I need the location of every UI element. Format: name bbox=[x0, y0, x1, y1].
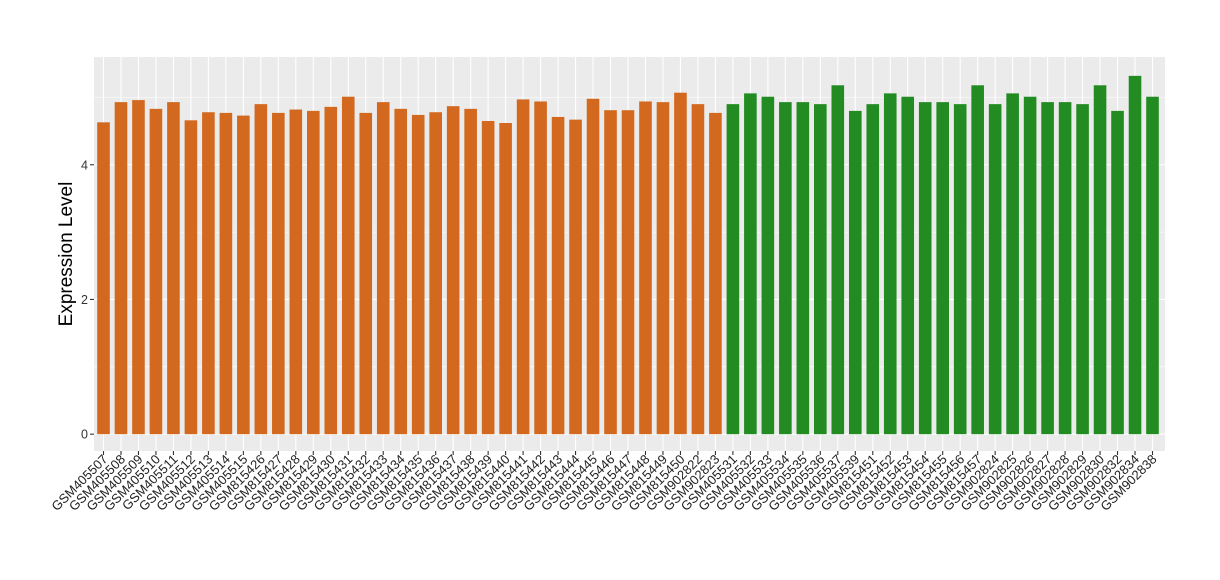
bar-GSM815448 bbox=[639, 101, 652, 435]
bar-GSM902827 bbox=[1041, 102, 1054, 435]
bar-GSM815428 bbox=[289, 109, 303, 435]
bar-GSM405510 bbox=[149, 108, 163, 435]
bar-GSM405507 bbox=[97, 122, 110, 435]
bar-GSM405511 bbox=[167, 102, 180, 435]
bar-GSM405515 bbox=[237, 115, 250, 435]
bar-GSM902828 bbox=[1058, 102, 1072, 435]
bar-GSM815444 bbox=[569, 119, 582, 435]
bar-GSM815449 bbox=[656, 102, 670, 435]
bar-GSM815439 bbox=[481, 120, 495, 435]
bar-GSM815445 bbox=[586, 98, 600, 435]
bar-GSM815453 bbox=[901, 96, 915, 435]
y-axis-title: Expression Level bbox=[56, 182, 77, 327]
bar-GSM902834 bbox=[1128, 75, 1142, 435]
bar-GSM902832 bbox=[1111, 110, 1124, 435]
bar-GSM815427 bbox=[272, 112, 285, 435]
bar-GSM902824 bbox=[988, 104, 1002, 435]
bar-GSM815435 bbox=[411, 114, 425, 435]
bar-GSM815447 bbox=[621, 110, 635, 435]
bar-GSM815456 bbox=[953, 104, 967, 435]
bar-GSM902838 bbox=[1146, 96, 1159, 435]
bar-GSM815455 bbox=[936, 102, 949, 435]
bar-GSM405534 bbox=[779, 102, 792, 435]
bar-GSM405532 bbox=[744, 93, 757, 435]
bar-GSM902825 bbox=[1006, 93, 1019, 435]
bar-GSM815433 bbox=[376, 102, 390, 435]
bar-GSM405536 bbox=[814, 104, 827, 435]
x-axis: GSM405507GSM405508GSM405509GSM405510GSM4… bbox=[48, 451, 1160, 514]
bar-GSM902822 bbox=[691, 104, 705, 435]
bar-GSM815441 bbox=[516, 99, 530, 435]
bar-GSM405531 bbox=[726, 104, 740, 435]
bar-GSM405537 bbox=[831, 85, 845, 435]
bar-GSM815434 bbox=[394, 108, 408, 435]
bar-GSM405539 bbox=[848, 110, 862, 435]
bar-GSM405533 bbox=[761, 96, 775, 435]
bar-GSM815452 bbox=[883, 93, 897, 435]
bar-GSM405508 bbox=[114, 102, 128, 435]
bar-GSM815430 bbox=[324, 106, 338, 435]
bar-GSM815436 bbox=[429, 112, 442, 435]
bar-GSM902826 bbox=[1023, 96, 1037, 435]
bar-GSM902830 bbox=[1093, 85, 1107, 435]
bar-GSM405513 bbox=[202, 112, 215, 435]
bar-GSM815443 bbox=[551, 116, 565, 435]
bar-GSM815431 bbox=[341, 96, 355, 435]
bar-GSM815440 bbox=[499, 123, 512, 435]
bar-GSM902829 bbox=[1076, 104, 1089, 435]
bar-GSM815429 bbox=[307, 110, 320, 435]
bar-GSM815446 bbox=[604, 110, 617, 435]
bar-GSM815457 bbox=[971, 85, 984, 435]
bar-GSM815432 bbox=[359, 112, 373, 435]
y-tick-label: 0 bbox=[81, 428, 88, 442]
bars bbox=[97, 75, 1159, 435]
bar-GSM815454 bbox=[918, 102, 932, 435]
bar-GSM815437 bbox=[446, 106, 460, 435]
bar-GSM405514 bbox=[219, 112, 233, 435]
bar-GSM815426 bbox=[254, 104, 268, 435]
bar-GSM405512 bbox=[184, 120, 198, 435]
bar-GSM815438 bbox=[464, 108, 477, 435]
bar-GSM405509 bbox=[132, 100, 145, 435]
bar-GSM815451 bbox=[866, 104, 880, 435]
bar-GSM405535 bbox=[796, 102, 810, 435]
y-tick-label: 2 bbox=[81, 293, 88, 307]
bar-GSM815442 bbox=[534, 101, 547, 435]
y-tick-label: 4 bbox=[81, 158, 88, 172]
y-axis: 0 2 4 bbox=[81, 158, 94, 442]
bar-GSM815450 bbox=[674, 92, 687, 435]
bar-GSM902823 bbox=[709, 112, 722, 435]
